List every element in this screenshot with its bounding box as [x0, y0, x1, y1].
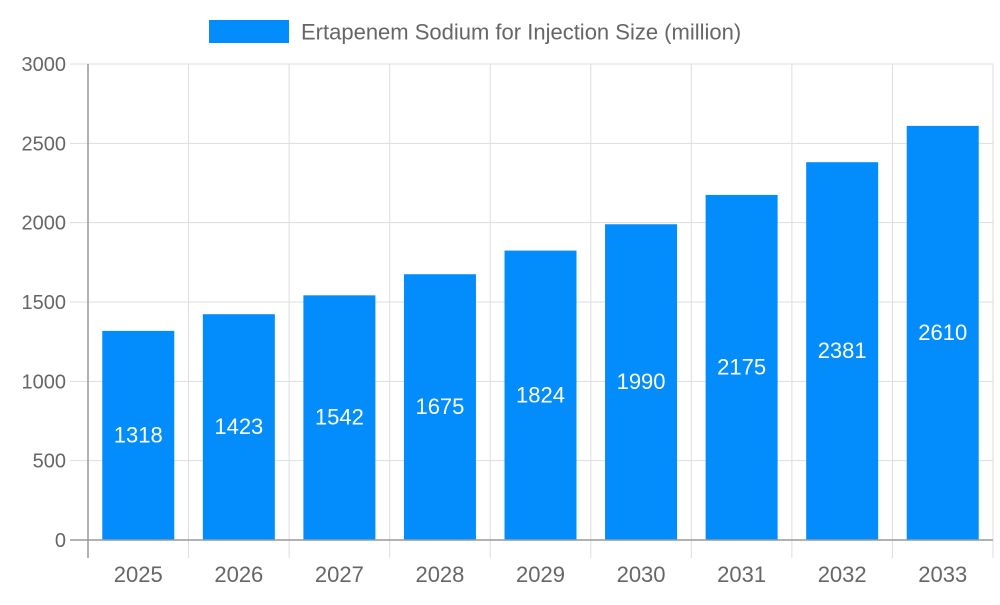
bar-2027: [303, 295, 376, 540]
x-tick-label: 2031: [717, 562, 766, 587]
x-tick-label: 2029: [516, 562, 565, 587]
x-tick-label: 2032: [818, 562, 867, 587]
data-label: 2381: [818, 338, 867, 363]
bar-2029: [504, 250, 577, 541]
data-label: 1824: [516, 382, 565, 407]
gridlines: [87, 63, 994, 541]
legend-label: Ertapenem Sodium for Injection Size (mil…: [301, 20, 741, 45]
x-tick-label: 2026: [214, 562, 263, 587]
legend-swatch: [209, 20, 289, 43]
bars: 1318 1423 1542 1675 1824 1990 2175 2381 2610: [102, 125, 979, 541]
data-label: 2175: [717, 354, 766, 379]
data-label: 1675: [415, 394, 464, 419]
x-tick-label: 2027: [315, 562, 364, 587]
bar-2030: [605, 224, 678, 540]
y-tick-label: 2500: [22, 133, 67, 155]
bar-2025: [102, 330, 175, 540]
data-label: 1990: [617, 369, 666, 394]
data-label: 2610: [918, 320, 967, 345]
y-tick-label: 500: [33, 451, 66, 473]
y-tick-label: 3000: [22, 54, 67, 76]
x-tick-label: 2028: [415, 562, 464, 587]
y-tick-label: 1500: [22, 292, 67, 314]
y-tick-label: 0: [55, 530, 66, 552]
data-label: 1318: [114, 422, 163, 447]
data-label: 1423: [214, 414, 263, 439]
y-tick-label: 1000: [22, 371, 67, 393]
bar-2033: [906, 125, 979, 540]
bar-2031: [705, 194, 778, 540]
bar-2032: [806, 162, 879, 540]
y-tick-label: 2000: [22, 213, 67, 235]
x-tick-label: 2033: [918, 562, 967, 587]
legend[interactable]: Ertapenem Sodium for Injection Size (mil…: [209, 20, 741, 45]
x-tick-label: 2030: [617, 562, 666, 587]
data-label: 1542: [315, 405, 364, 430]
bar-2026: [202, 314, 275, 540]
axes: 0 500 1000 1500 2000 2500 3000 2025 2026 2027 2028…: [22, 54, 994, 587]
x-tick-label: 2025: [114, 562, 163, 587]
bar-2028: [403, 274, 476, 540]
